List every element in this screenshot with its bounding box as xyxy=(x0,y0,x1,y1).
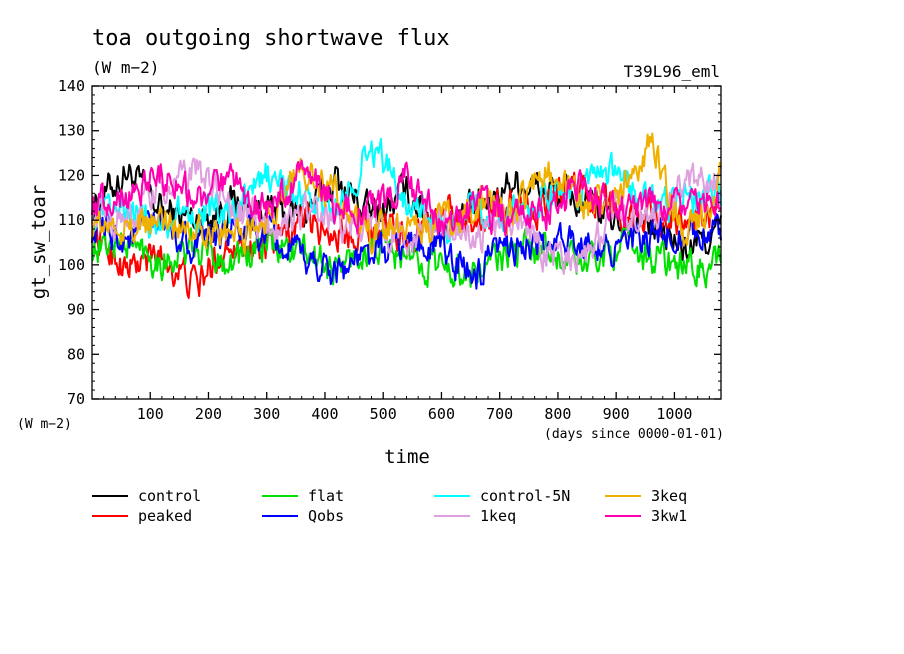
series-line-3kw1 xyxy=(91,159,722,237)
x-tick-label: 500 xyxy=(370,405,397,423)
x-axis-units: (days since 0000-01-01) xyxy=(544,427,724,442)
x-tick-label: 900 xyxy=(603,405,630,423)
legend-label-flat: flat xyxy=(308,487,344,505)
chart-title: toa outgoing shortwave flux xyxy=(92,26,450,51)
legend-label-Qobs: Qobs xyxy=(308,507,344,525)
series-line-3keq xyxy=(91,132,722,255)
legend: control peaked flat Qobs control-5N 1keq 3keq 3… xyxy=(92,487,687,525)
legend-label-1keq: 1keq xyxy=(480,507,516,525)
legend-label-peaked: peaked xyxy=(138,507,192,525)
x-tick-label: 300 xyxy=(253,405,280,423)
x-tick-label: 600 xyxy=(428,405,455,423)
legend-label-control-5N: control-5N xyxy=(480,487,570,505)
y-tick-label: 130 xyxy=(58,122,85,140)
x-tick-label: 100 xyxy=(137,405,164,423)
legend-label-control: control xyxy=(138,487,201,505)
x-tick-label: 700 xyxy=(486,405,513,423)
x-tick-label: 800 xyxy=(544,405,571,423)
y-tick-label: 70 xyxy=(67,390,85,408)
x-tick-label: 1000 xyxy=(656,405,692,423)
chart-subtitle: (W m−2) xyxy=(92,58,159,77)
y-tick-label: 80 xyxy=(67,345,85,363)
y-axis-label: gt_sw_toar xyxy=(28,185,50,299)
x-axis-label: time xyxy=(384,446,430,468)
y-tick-label: 120 xyxy=(58,166,85,184)
plot-frame xyxy=(91,85,722,400)
legend-label-3kw1: 3kw1 xyxy=(651,507,687,525)
y-tick-label: 100 xyxy=(58,256,85,274)
y-axis-units: (W m−2) xyxy=(17,417,72,432)
series-line-flat xyxy=(91,223,722,289)
legend-label-3keq: 3keq xyxy=(651,487,687,505)
y-tick-label: 110 xyxy=(58,211,85,229)
x-tick-label: 200 xyxy=(195,405,222,423)
x-tick-label: 400 xyxy=(311,405,338,423)
y-tick-label: 140 xyxy=(58,77,85,95)
plot-series xyxy=(91,132,722,300)
y-tick-label: 90 xyxy=(67,301,85,319)
experiment-label: T39L96_eml xyxy=(624,62,720,81)
axis-ticks: 70 80 90 100 110 120 130 140 100 200 300 400 500 600 7… xyxy=(58,77,721,423)
